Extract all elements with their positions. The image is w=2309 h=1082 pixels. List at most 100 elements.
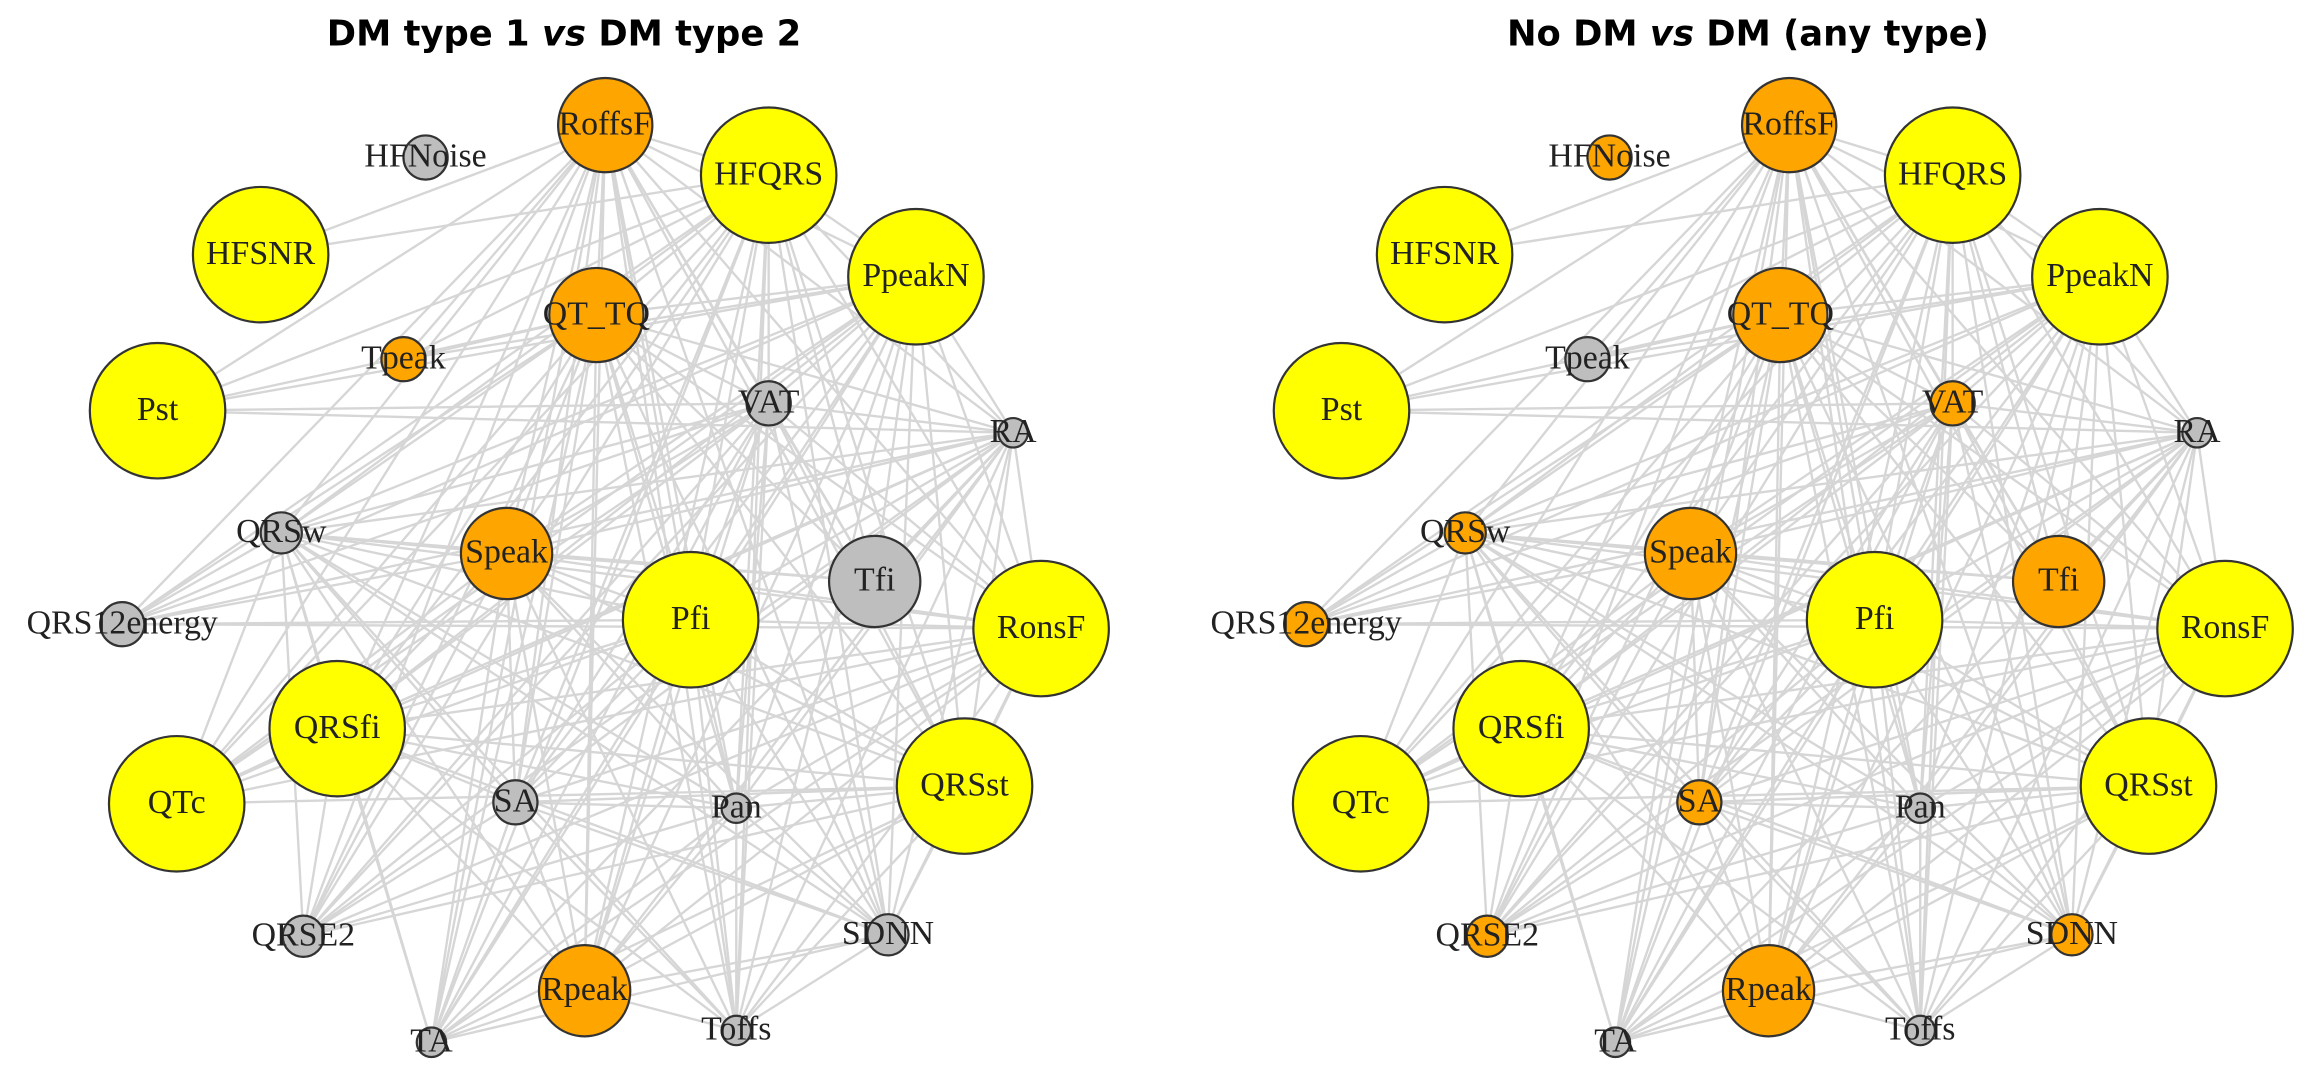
edge (1360, 618, 1875, 805)
node (1904, 792, 1937, 825)
edge (430, 402, 770, 1043)
edge (1486, 431, 2198, 938)
node-label: RonsF (997, 609, 1085, 646)
node-label: QRSfi (1478, 709, 1565, 746)
edge (1464, 532, 1770, 992)
edge (1487, 784, 2149, 938)
edge (515, 801, 737, 810)
edge (1919, 933, 2073, 1032)
node (107, 734, 246, 873)
edge (604, 124, 1014, 434)
edge (157, 409, 1014, 434)
node (492, 779, 539, 826)
edge (1690, 431, 2198, 555)
edge (157, 275, 917, 412)
node-label: RonsF (2181, 609, 2269, 646)
edge (122, 622, 1042, 630)
node (1740, 76, 1838, 174)
node-label: TA (1594, 1022, 1637, 1059)
edge (505, 275, 917, 555)
title-vs: vs (1650, 13, 1694, 54)
title-part: DM type 1 (327, 13, 530, 54)
node (1564, 336, 1611, 383)
edge (505, 553, 738, 1031)
node (2156, 559, 2294, 698)
edge (176, 618, 692, 805)
node (380, 336, 427, 383)
node (1375, 185, 1514, 324)
edge (1486, 402, 1954, 938)
edge (1341, 409, 2198, 434)
edge (886, 432, 1015, 936)
edge (1341, 275, 2101, 412)
edge (595, 314, 966, 787)
edge (1305, 275, 2101, 626)
edge (1305, 431, 2198, 626)
node (415, 1026, 448, 1059)
node-label: Toffs (1885, 1011, 1955, 1048)
edge (157, 313, 597, 412)
edge (1305, 174, 1954, 626)
edge (1586, 124, 1791, 360)
edge (1689, 174, 1954, 555)
edge (1306, 618, 1875, 626)
node-label: PpeakN (2046, 257, 2153, 294)
node (972, 559, 1110, 698)
node (2050, 913, 2094, 957)
edge (1779, 314, 2226, 630)
node (537, 943, 632, 1038)
edge (280, 124, 607, 534)
edge (1919, 807, 2073, 936)
node-label: Tpeak (1545, 339, 1630, 376)
edge (1305, 402, 1954, 626)
edge (1767, 403, 1954, 992)
edge (122, 552, 507, 626)
node (895, 717, 1034, 855)
edge (1360, 784, 2149, 805)
node-label: Rpeak (541, 971, 628, 1008)
edge (1587, 275, 2101, 361)
edge (1520, 727, 1921, 1032)
edge (2070, 432, 2199, 936)
edge (430, 785, 966, 1044)
edge (1951, 403, 2074, 936)
title-vs: vs (542, 13, 586, 54)
edge (303, 784, 965, 938)
edge (175, 314, 598, 805)
edge (1614, 431, 2198, 1044)
edge (1699, 801, 1921, 810)
node-label: QRSE2 (1436, 917, 1540, 954)
node-label: VAT (1922, 384, 1984, 421)
edge (1689, 402, 1954, 555)
edge (505, 402, 770, 555)
node-label: QRS12energy (1211, 604, 1402, 641)
edge (1689, 552, 1922, 809)
node (1586, 134, 1633, 181)
node-label: HFNoise (364, 138, 486, 175)
node-label: QT_TQ (1727, 295, 1834, 332)
node-label: QRSst (920, 766, 1009, 803)
edge (430, 314, 598, 1043)
node (1883, 106, 2022, 245)
node (259, 511, 303, 555)
edge (1305, 314, 1781, 626)
edge (1464, 531, 2073, 936)
edge (1768, 785, 2150, 992)
edge (1614, 174, 1954, 1043)
node-label: Rpeak (1725, 971, 1812, 1008)
edge (768, 402, 1014, 434)
edge (1779, 314, 2150, 787)
node (281, 914, 326, 958)
edge (280, 314, 598, 534)
edge (1464, 314, 1782, 534)
node (191, 185, 330, 324)
edge (1698, 801, 2073, 936)
edge (735, 276, 918, 1031)
edge (1614, 807, 1921, 1044)
edge (121, 314, 598, 626)
edge (430, 801, 517, 1043)
edge (1690, 552, 2226, 630)
node-label: QRSst (2104, 766, 2193, 803)
edge (260, 174, 769, 256)
node-label: QRSw (236, 513, 327, 550)
